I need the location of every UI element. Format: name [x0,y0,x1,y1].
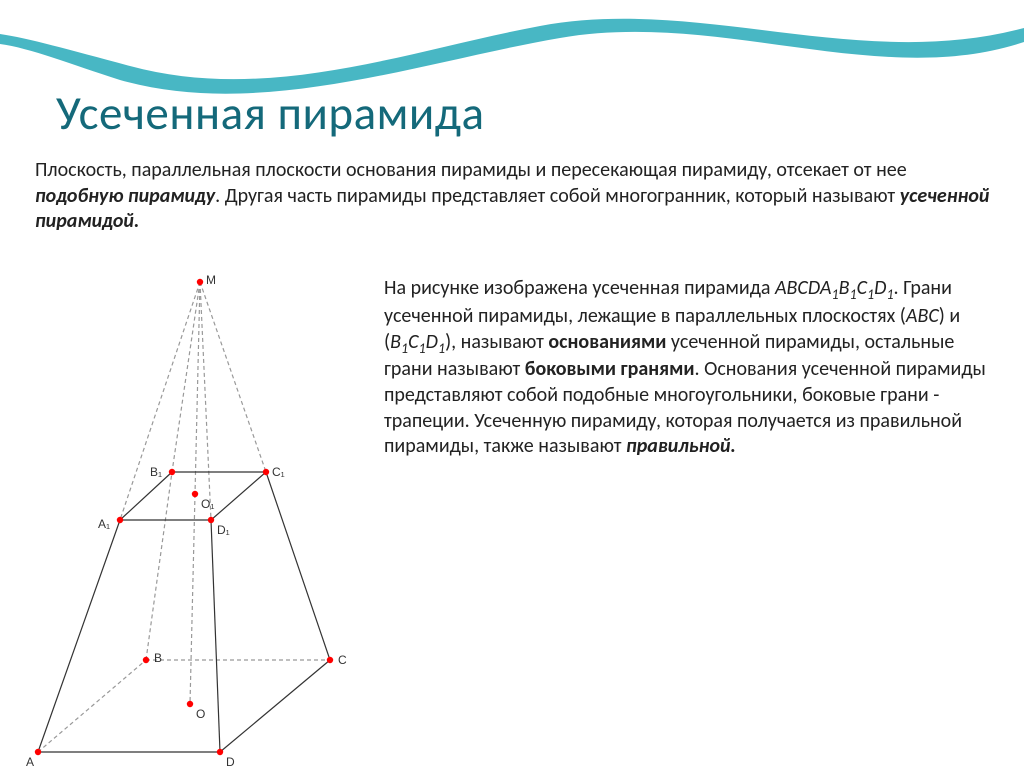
point-label-C1: C₁ [272,465,285,479]
solid-edge-D-D1 [211,520,220,752]
point-M [197,279,203,285]
point-label-O: O [196,707,205,721]
solid-edge-A-A1 [38,520,120,752]
dashed-edge-M-C1 [200,282,266,472]
point-D [217,749,223,755]
point-C1 [263,469,269,475]
point-label-C: C [338,653,347,667]
point-label-M: M [206,273,216,287]
point-label-D1: D₁ [217,523,230,537]
page-title: Усеченная пирамида [56,84,485,142]
point-A1 [117,517,123,523]
point-label-B: B [154,651,162,665]
point-label-A1: A₁ [98,517,110,531]
solid-edge-D-C [220,660,330,752]
dashed-edge-M-A1 [120,282,200,520]
intro-paragraph: Плоскость, параллельная плоскости основа… [35,158,990,235]
diagram-column: M A B C D O A₁ B₁ C₁ D₁O₁ [20,272,380,767]
point-D1 [208,517,214,523]
dashed-edge-M-O1 [195,282,200,494]
point-O1 [192,491,198,497]
dashed-edge-B-B1 [146,472,172,660]
point-label-B1: B₁ [150,465,162,479]
dashed-edge-M-D1 [200,282,211,520]
point-O [187,701,193,707]
wave-outer [0,0,1024,94]
pyramid-diagram: M A B C D O A₁ B₁ C₁ D₁O₁ [20,272,380,767]
point-B1 [169,469,175,475]
solid-edge-C-C1 [266,472,330,660]
solid-edge-D1-C1 [211,472,266,520]
point-C [327,657,333,663]
point-A [35,749,41,755]
wave-inner [0,0,1024,79]
dashed-edge-O1-O [190,494,195,704]
body-paragraph: На рисунке изображена усеченная пирамида… [380,272,1000,460]
point-label-A: A [26,755,34,767]
point-label-O1: O₁ [201,497,214,511]
content-row: M A B C D O A₁ B₁ C₁ D₁O₁ На рисунке изображена у… [20,272,1004,767]
point-B [143,657,149,663]
point-label-D: D [226,755,235,767]
